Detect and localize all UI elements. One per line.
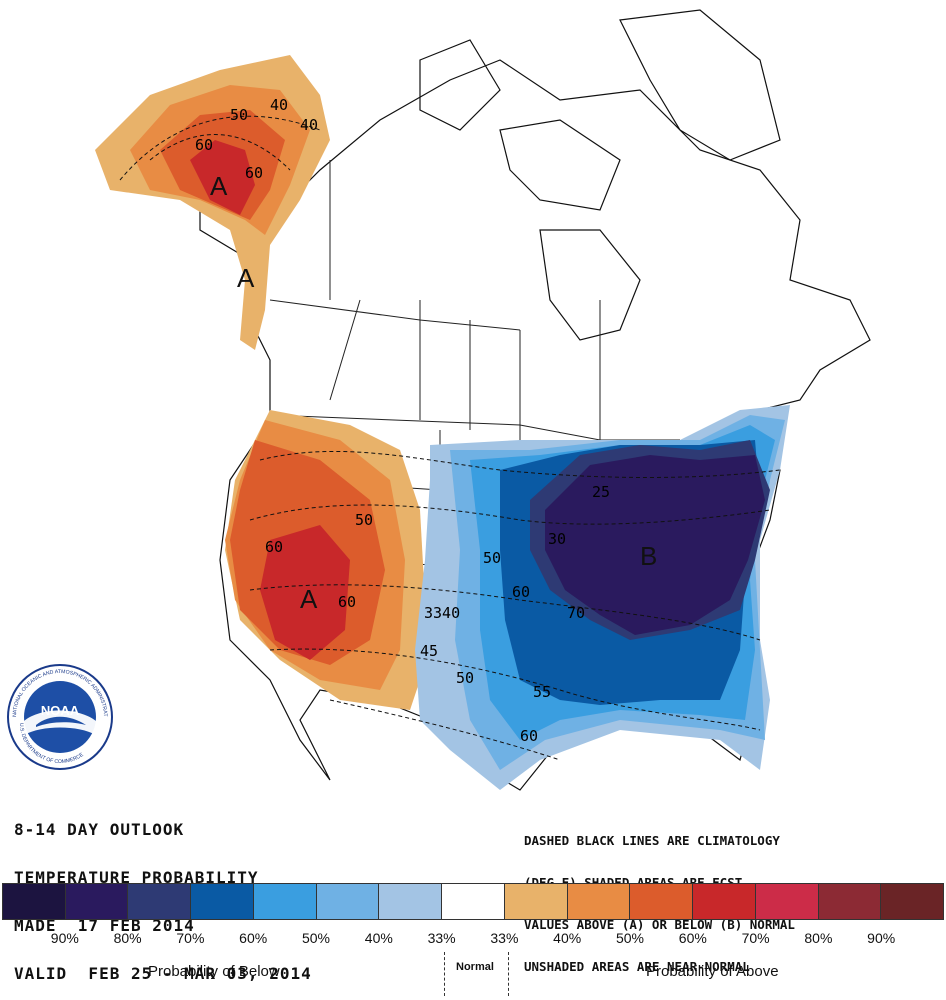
colorbar-swatch [504, 884, 568, 919]
contour-label: 60 [520, 727, 538, 745]
percent-label: 80% [113, 930, 142, 946]
legend-note-line: UNSHADED AREAS ARE NEAR-NORMAL [524, 959, 750, 974]
contour-label: 60 [512, 583, 530, 601]
logo-text: NOAA [41, 703, 80, 718]
colorbar-swatch [818, 884, 882, 919]
contour-label: 70 [567, 604, 585, 622]
west-above-letter: A [300, 584, 318, 614]
caption-below: Probability of Below [148, 963, 280, 980]
noaa-logo-icon: NOAA NATIONAL OCEANIC AND ATMOSPHERIC AD… [6, 663, 113, 770]
colorbar-swatch [65, 884, 129, 919]
contour-label: 60 [338, 593, 356, 611]
contour-label: 40 [300, 116, 318, 134]
colorbar-swatch [881, 884, 944, 919]
contour-label: 40 [270, 96, 288, 114]
percent-label: 80% [804, 930, 833, 946]
caption-above: Probability of Above [646, 963, 779, 980]
normal-divider-left [444, 952, 445, 996]
climatology-dashed-lines [119, 115, 781, 761]
percent-label: 90% [867, 930, 896, 946]
colorbar-swatch [693, 884, 756, 919]
colorbar-swatch [191, 884, 254, 919]
colorbar-swatch [128, 884, 192, 919]
title-line: MADE 17 FEB 2014 [14, 916, 195, 935]
legend-note-line: DASHED BLACK LINES ARE CLIMATOLOGY [524, 833, 780, 848]
contour-label: 50 [483, 549, 501, 567]
colorbar-swatch [3, 884, 66, 919]
percent-label: 90% [50, 930, 79, 946]
legend-note: DASHED BLACK LINES ARE CLIMATOLOGY (DEG … [524, 806, 795, 988]
colorbar-swatch [442, 884, 505, 919]
contour-label: 30 [548, 530, 566, 548]
percent-label: 40% [364, 930, 393, 946]
percent-label: 60% [678, 930, 707, 946]
colorbar-swatch [253, 884, 317, 919]
colorbar-swatch [316, 884, 380, 919]
percent-label: 70% [741, 930, 770, 946]
colorbar-swatch [567, 884, 631, 919]
contour-label: 50 [456, 669, 474, 687]
contour-label: 3340 [424, 604, 460, 622]
contour-label: 45 [420, 642, 438, 660]
outlook-title-block: 8-14 DAY OUTLOOK TEMPERATURE PROBABILITY… [14, 790, 312, 998]
probability-colorbar [2, 883, 944, 920]
outlook-map: 50 40 60 60 40 50 60 60 45 3340 50 60 70… [95, 9, 871, 791]
contour-labels: 50 40 60 60 40 50 60 60 45 3340 50 60 70… [195, 96, 610, 745]
west-above-shading [225, 410, 425, 710]
colorbar-swatch [630, 884, 694, 919]
alaska-above-shading [95, 55, 330, 350]
title-line: TEMPERATURE PROBABILITY [14, 868, 259, 887]
legend-note-line: VALUES ABOVE (A) OR BELOW (B) NORMAL [524, 917, 795, 932]
percent-label: 50% [301, 930, 331, 946]
east-below-shading [415, 405, 790, 790]
contour-label: 60 [265, 538, 283, 556]
contour-label: 25 [592, 483, 610, 501]
contour-label: 55 [533, 683, 551, 701]
percent-label: 70% [176, 930, 205, 946]
contour-label: 60 [195, 136, 213, 154]
contour-label: 60 [245, 164, 263, 182]
east-below-letter: B [640, 541, 657, 571]
normal-divider-right [508, 952, 509, 996]
alaska-above-letter-2: A [237, 263, 255, 293]
percent-label: 40% [553, 930, 582, 946]
percent-label: 33% [427, 930, 456, 946]
percent-label: 60% [239, 930, 268, 946]
caption-normal: Normal [456, 961, 494, 973]
contour-label: 50 [230, 106, 248, 124]
colorbar-swatch [755, 884, 819, 919]
percent-label: 50% [615, 930, 645, 946]
title-line: VALID FEB 25 - MAR 03, 2014 [14, 964, 312, 983]
percent-label: 33% [490, 930, 519, 946]
alaska-above-letter: A [210, 171, 228, 201]
contour-label: 50 [355, 511, 373, 529]
title-line: 8-14 DAY OUTLOOK [14, 820, 185, 839]
colorbar-swatch [379, 884, 443, 919]
